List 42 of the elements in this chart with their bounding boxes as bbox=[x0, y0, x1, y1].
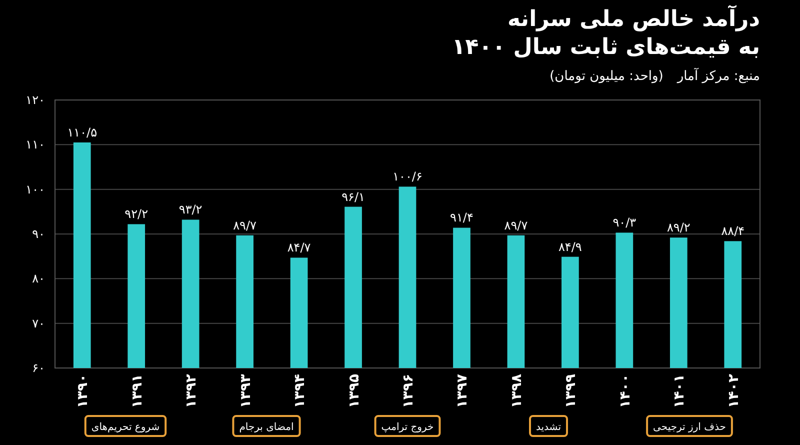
chart-title: درآمد خالص ملی سرانه bbox=[507, 5, 760, 32]
y-tick-label: ۱۰۰ bbox=[26, 182, 45, 196]
x-tick-label: ۱۳۹۰ bbox=[75, 374, 92, 408]
text: (واحد: میلیون تومان) bbox=[550, 69, 664, 84]
y-tick-label: ۸۰ bbox=[32, 272, 45, 286]
y-tick-label: ۷۰ bbox=[32, 316, 45, 330]
x-tick-label: ۱۳۹۶ bbox=[400, 374, 416, 408]
note-box: حذف ارز ترجیحی bbox=[646, 415, 733, 437]
note-box: تشدید bbox=[529, 415, 568, 437]
x-tick-label: ۱۳۹۵ bbox=[346, 374, 362, 408]
chart-subtitle: به قیمت‌های ثابت سال ۱۴۰۰ bbox=[452, 35, 760, 60]
y-tick-label: ۹۰ bbox=[32, 227, 45, 241]
data-label: ۱۰۰/۶ bbox=[392, 170, 422, 184]
x-tick-label: ۱۴۰۱ bbox=[672, 374, 688, 408]
x-tick-label: ۱۴۰۲ bbox=[726, 374, 742, 408]
data-label: ۸۴/۹ bbox=[558, 240, 582, 254]
y-tick-label: ۱۱۰ bbox=[26, 138, 45, 152]
data-label: ۹۲/۲ bbox=[124, 207, 148, 222]
data-label: ۸۹/۷ bbox=[504, 218, 528, 232]
y-tick-label: ۱۲۰ bbox=[26, 93, 45, 107]
data-label: ۸۸/۴ bbox=[721, 224, 745, 238]
data-label: ۸۴/۷ bbox=[287, 240, 312, 255]
text: منبع: مرکز آمار bbox=[676, 67, 760, 84]
x-tick-label: ۱۳۹۲ bbox=[184, 374, 200, 408]
data-label: ۹۳/۲ bbox=[178, 202, 202, 217]
y-tick-label: ۶۰ bbox=[32, 361, 45, 375]
data-label: ۸۹/۷ bbox=[233, 218, 258, 232]
x-tick-label: ۱۳۹۹ bbox=[563, 374, 580, 408]
x-tick-label: ۱۳۹۴ bbox=[292, 374, 308, 408]
x-tick-label: ۱۳۹۸ bbox=[508, 374, 525, 408]
note-box: شروع تحریم‌های bbox=[84, 415, 167, 437]
data-label: ۹۶/۱ bbox=[342, 190, 365, 204]
data-label: ۱۱۰/۵ bbox=[67, 125, 98, 140]
data-label: ۸۹/۲ bbox=[666, 220, 690, 235]
x-tick-label: ۱۴۰۰ bbox=[617, 374, 634, 408]
x-tick-label: ۱۳۹۷ bbox=[454, 374, 471, 408]
x-tick-label: ۱۳۹۳ bbox=[238, 374, 254, 408]
x-tick-label: ۱۳۹۱ bbox=[129, 374, 146, 408]
note-box: خروج ترامپ bbox=[374, 415, 441, 437]
note-box: امضای برجام bbox=[232, 415, 301, 437]
data-label: ۹۰/۳ bbox=[612, 216, 637, 230]
data-label: ۹۱/۴ bbox=[450, 210, 474, 225]
